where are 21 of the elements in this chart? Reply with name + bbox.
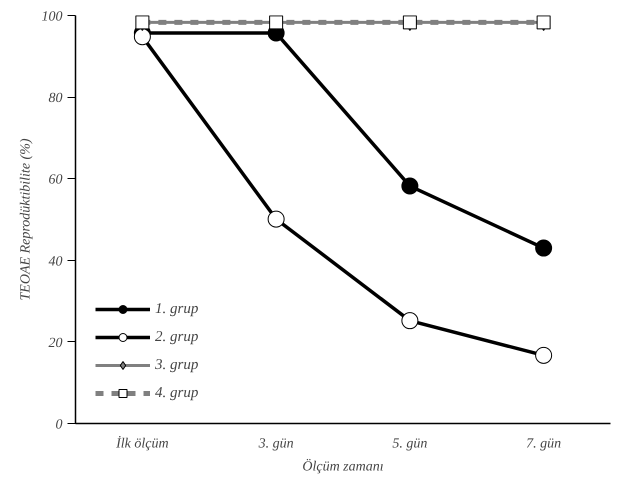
x-tick-label: 3. gün xyxy=(258,436,294,452)
x-axis-title: Ölçüm zamanı xyxy=(302,458,384,474)
point xyxy=(401,178,418,195)
legend-label: 4. grup xyxy=(155,384,198,402)
y-tick-label: 80 xyxy=(48,91,62,106)
x-tick-label: İlk ölçüm xyxy=(115,436,169,452)
point xyxy=(268,210,285,228)
y-tick-label: 20 xyxy=(48,336,62,351)
x-tick-label: 7. gün xyxy=(526,436,562,452)
x-tick-label: 5. gün xyxy=(392,436,428,452)
point xyxy=(134,28,151,46)
y-tick-label: 0 xyxy=(56,418,62,432)
legend-label: 2. grup xyxy=(155,328,198,346)
y-tick-label: 60 xyxy=(48,172,62,188)
point xyxy=(535,240,552,257)
point xyxy=(401,312,418,330)
legend-label: 1. grup xyxy=(155,300,198,318)
y-axis-title: TEOAE Reprodüktibilite (%) xyxy=(18,138,34,300)
y-tick-label: 100 xyxy=(42,10,62,24)
legend-label: 3. grup xyxy=(155,356,198,374)
y-tick-label: 40 xyxy=(48,254,62,270)
